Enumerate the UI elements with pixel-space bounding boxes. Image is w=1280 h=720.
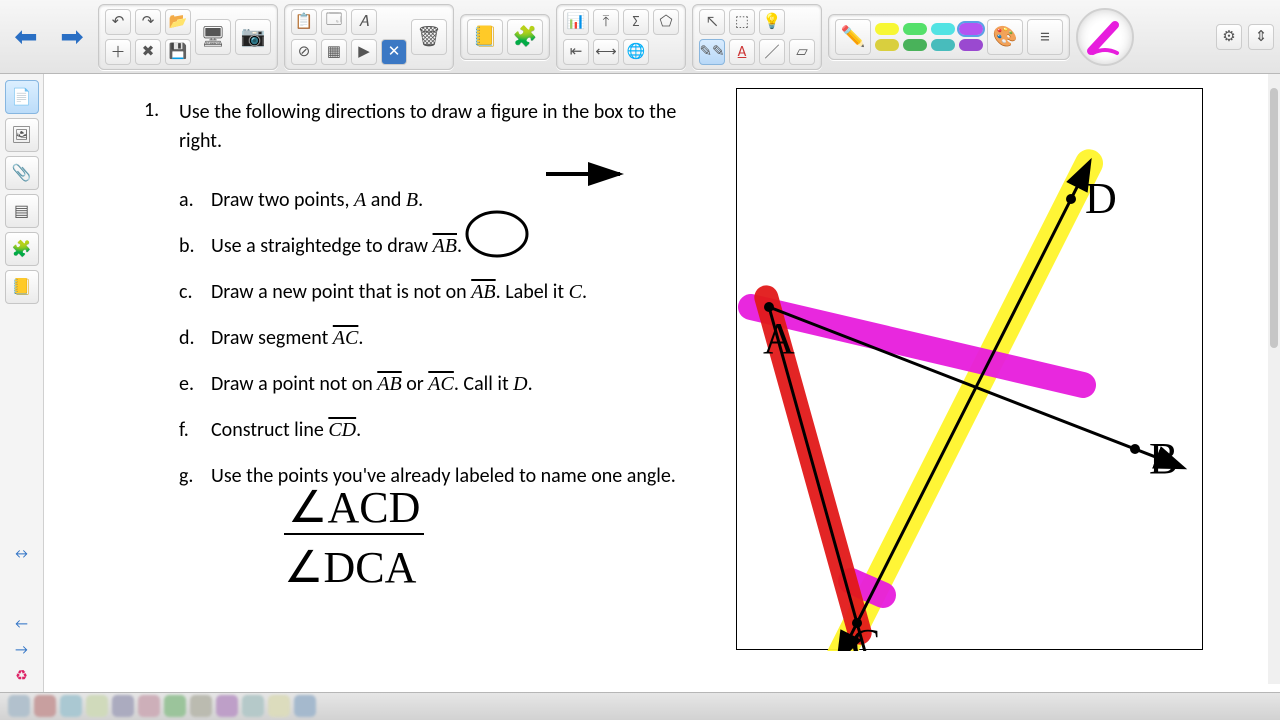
close-blue-button[interactable]: ✕ [381,39,407,65]
align-center-button[interactable]: ⟷ [593,39,619,65]
addons-button[interactable]: 🧩 [5,232,39,266]
text-frame-button[interactable]: ▤ [5,194,39,228]
align-group: 📊 ⤒ Σ ⬠ ⇤ ⟷ 🌐 [556,4,686,70]
swatch-green[interactable] [903,23,927,35]
settings-button[interactable]: ⚙ [1216,24,1242,50]
pointer-tool-button[interactable]: ↖ [699,9,725,35]
nav-back-button[interactable]: ⬅ [6,17,46,57]
pens-button[interactable]: ✎✎ [699,39,725,65]
image-insert-button[interactable]: 🖼 [5,118,39,152]
file-group: ↶ ↷ 📂 ＋ ✖ 💾 🖥 📷 [98,4,278,70]
tools-group: 📒 🧩 [460,14,550,60]
save-button[interactable]: 💾 [165,39,191,65]
expand-button[interactable]: ⇕ [1248,24,1274,50]
delete-page-button[interactable]: ✖ [135,39,161,65]
chart-button[interactable]: 📊 [563,9,589,35]
new-page-button[interactable]: ＋ [105,39,131,65]
text-tool-button[interactable]: A [729,39,755,65]
swatch-dk-cyan[interactable] [931,39,955,51]
insert-group: 📋 🗔 𝐴 ⊘ ▦ ▶ ✕ 🗑 [284,4,454,70]
layout-button[interactable]: ▦ [321,39,347,65]
shape-button[interactable]: ⬠ [653,9,679,35]
answer-1: ∠ACD [284,482,424,535]
puzzle-button[interactable]: 🧩 [507,19,543,55]
swatch-dk-green[interactable] [903,39,927,51]
active-pen-indicator[interactable] [1076,8,1134,66]
figure-box: A B C D [736,88,1203,650]
align-left-button[interactable]: ⇤ [563,39,589,65]
collapse-button[interactable]: ↔ [11,542,33,564]
page: 1. Use the following directions to draw … [84,74,1234,692]
nav-forward-button[interactable]: ➡ [52,17,92,57]
svg-text:C: C [851,620,880,651]
redo-button[interactable]: ↷ [135,9,161,35]
item-c: c. Draw a new point that is not on AB. L… [179,278,719,307]
notes-button[interactable]: 📒 [5,270,39,304]
question-number: 1. [144,98,159,122]
present-button[interactable]: ▶ [351,39,377,65]
pen-style-group: ✏️ 🎨 ≡ [828,14,1070,60]
canvas-area[interactable]: 1. Use the following directions to draw … [44,74,1280,692]
figure-svg: A B C D [737,89,1204,651]
question-prompt: Use the following directions to draw a f… [179,98,719,156]
line-options-button[interactable]: ≡ [1027,19,1063,55]
sigma-button[interactable]: Σ [623,9,649,35]
align-top-button[interactable]: ⤒ [593,9,619,35]
capture-button[interactable]: 📷 [235,19,271,55]
item-g: g. Use the points you've already labeled… [179,462,719,491]
svg-text:A: A [763,314,795,363]
color-palette-button[interactable]: 🎨 [987,19,1023,55]
item-f: f. Construct line CD. [179,416,719,445]
item-e: e. Draw a point not on AB or AC. Call it… [179,370,719,399]
recycle-button[interactable]: ♻ [11,664,33,686]
os-dock [0,692,1280,720]
svg-text:B: B [1149,434,1178,483]
vertical-scrollbar[interactable] [1268,74,1280,684]
item-d: d. Draw segment AC. [179,324,719,353]
open-folder-button[interactable]: 📂 [165,9,191,35]
clipboard-tool-button[interactable]: 📒 [467,19,503,55]
scroll-thumb[interactable] [1270,88,1278,348]
next-page-button[interactable]: → [11,638,33,660]
attachment-button[interactable]: 📎 [5,156,39,190]
globe-button[interactable]: 🌐 [623,39,649,65]
swatch-dk-purple[interactable] [959,39,983,51]
erase-shape-button[interactable]: ⬚ [729,9,755,35]
item-b: b. Use a straightedge to draw AB. [179,232,719,261]
swatch-purple[interactable] [959,23,983,35]
swatch-cyan[interactable] [931,23,955,35]
draw-tools-group: ↖ ⬚ 💡 ✎✎ A ／ ▱ [692,4,822,70]
swatch-yellow[interactable] [875,23,899,35]
left-sidebar: 📄 🖼 📎 ▤ 🧩 📒 ↔ ← → ♻ [0,74,44,692]
answer-2: ∠DCA [284,542,416,593]
screen-share-button[interactable]: 🖥 [195,19,231,55]
text-style-button[interactable]: 𝐴 [351,9,377,35]
paste-button[interactable]: 📋 [291,9,317,35]
pencil-button[interactable]: ✏️ [835,19,871,55]
page-thumb-button[interactable]: 📄 [5,80,39,114]
delete-button[interactable]: ⊘ [291,39,317,65]
swatch-dk-yellow[interactable] [875,39,899,51]
slide-button[interactable]: 🗔 [321,9,347,35]
bulb-button[interactable]: 💡 [759,9,785,35]
eraser-tool-button[interactable]: ▱ [789,39,815,65]
trash-button[interactable]: 🗑 [411,19,447,55]
prev-page-button[interactable]: ← [11,612,33,634]
line-tool-button[interactable]: ／ [759,39,785,65]
highlight-swatches [875,23,983,51]
svg-text:D: D [1085,174,1117,223]
item-a: a. Draw two points, A and B. [179,186,719,215]
undo-button[interactable]: ↶ [105,9,131,35]
main-toolbar: ⬅ ➡ ↶ ↷ 📂 ＋ ✖ 💾 🖥 📷 📋 🗔 𝐴 ⊘ [0,0,1280,74]
